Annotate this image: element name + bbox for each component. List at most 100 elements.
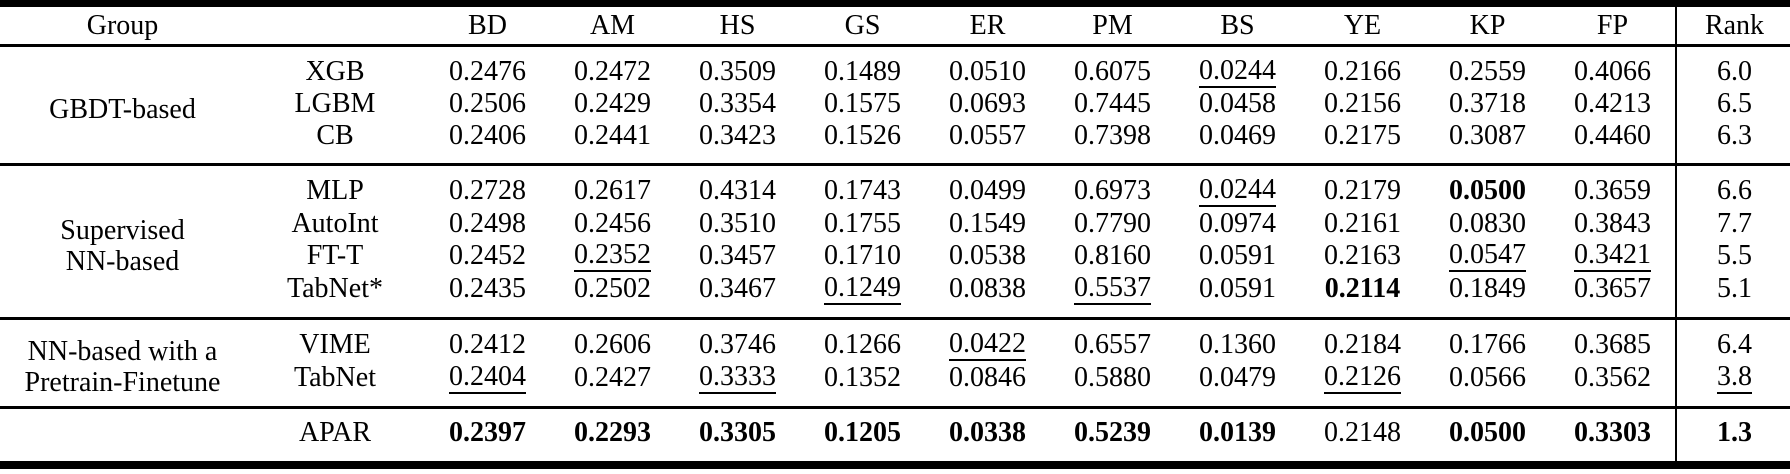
- table-row: TabNet 0.2404 0.2427 0.3333 0.1352 0.0846 0.58…: [0, 361, 1790, 408]
- metric-value: 0.2404: [425, 361, 550, 408]
- metric-value: 0.0591: [1199, 273, 1276, 305]
- metric-value: 0.8160: [1074, 240, 1151, 272]
- underlined-value: 0.3333: [699, 361, 776, 395]
- group-label: Supervised NN-based: [0, 165, 245, 319]
- metric-value: 0.0830: [1449, 207, 1526, 239]
- metric-value: 0.1575: [824, 88, 901, 120]
- underlined-value: 0.0244: [1199, 55, 1276, 88]
- metric-value: 0.0566: [1449, 362, 1526, 394]
- metric-value: 0.2617: [574, 175, 651, 207]
- rank-value: 3.8: [1675, 361, 1790, 408]
- metric-value: 0.3843: [1574, 207, 1651, 239]
- metric-value: 0.2163: [1324, 240, 1401, 272]
- metric-value: 0.0244: [1175, 165, 1300, 208]
- metric-value: 0.0499: [949, 175, 1026, 207]
- metric-value: 0.0838: [949, 273, 1026, 305]
- metric-value: 0.2156: [1324, 88, 1401, 120]
- metric-value: 0.5537: [1050, 272, 1175, 319]
- metric-value: 0.0846: [949, 362, 1026, 394]
- metric-value: 0.6557: [1074, 329, 1151, 361]
- header-metric-pm: PM: [1050, 3, 1175, 47]
- metric-value: 0.0547: [1425, 239, 1550, 273]
- rank-value: 6.3: [1675, 120, 1790, 165]
- rank-value: 5.5: [1675, 239, 1790, 273]
- model-label: TabNet: [293, 362, 376, 394]
- group-label: [0, 408, 245, 465]
- header-metric-hs: HS: [675, 3, 800, 47]
- model-label: TabNet*: [286, 273, 383, 305]
- metric-value: 0.0510: [949, 55, 1026, 87]
- metric-value: 0.2427: [574, 362, 651, 394]
- metric-value: 0.4314: [699, 175, 776, 207]
- table-header: Group BD AM HS GS ER PM BS YE KP FP Rank: [0, 3, 1790, 47]
- metric-value: 0.5239: [1074, 417, 1151, 449]
- metric-value: 0.1249: [800, 272, 925, 319]
- metric-value: 0.3746: [699, 329, 776, 361]
- table-section-1: Supervised NN-based MLP 0.2728 0.2617 0.4314 0…: [0, 164, 1790, 319]
- metric-value: 0.1743: [824, 175, 901, 207]
- metric-value: 0.3467: [699, 273, 776, 305]
- rank-value: 6.5: [1675, 88, 1790, 120]
- rank-value: 6.0: [1675, 45, 1790, 88]
- metric-value: 0.2179: [1324, 175, 1401, 207]
- metric-value: 0.2728: [449, 175, 526, 207]
- metric-value: 0.1489: [824, 55, 901, 87]
- model-label: CB: [316, 120, 354, 151]
- header-metric-bd: BD: [425, 3, 550, 47]
- underlined-value: 0.2352: [574, 239, 651, 273]
- metric-value: 0.0338: [949, 417, 1026, 449]
- metric-value: 0.3562: [1574, 362, 1651, 394]
- metric-value: 0.3087: [1449, 120, 1526, 151]
- rank-value: 5.1: [1675, 272, 1790, 319]
- table-row: Supervised NN-based MLP 0.2728 0.2617 0.4314 0…: [0, 164, 1790, 277]
- metric-value: 0.2506: [449, 88, 526, 120]
- group-label-line: Pretrain-Finetune: [24, 367, 221, 399]
- metric-value: 0.0422: [925, 319, 1050, 362]
- metric-value: 0.3509: [699, 55, 776, 87]
- metric-value: 0.2126: [1300, 361, 1425, 408]
- metric-value: 0.4066: [1574, 55, 1651, 87]
- metric-value: 0.7398: [1074, 120, 1151, 151]
- table-row: GBDT-based XGB 0.2476 0.2472 0.3509 0.1489 0.0…: [0, 45, 1790, 125]
- model-label: VIME: [299, 329, 371, 361]
- rank-value: 1.3: [1675, 407, 1790, 465]
- header-metric-gs: GS: [800, 3, 925, 47]
- table-section-3: APAR 0.2397 0.2293 0.3305 0.1205 0.0338 0.5239…: [0, 407, 1790, 465]
- metric-value: 0.1266: [824, 329, 901, 361]
- metric-value: 0.7445: [1074, 88, 1151, 120]
- underlined-value: 3.8: [1717, 361, 1752, 395]
- underlined-value: 0.0244: [1199, 174, 1276, 208]
- model-label: LGBM: [294, 88, 376, 120]
- table-row: FT-T 0.2452 0.2352 0.3457 0.1710 0.0538 0.8160…: [0, 239, 1790, 273]
- metric-value: 0.0693: [949, 88, 1026, 120]
- underlined-value: 0.1249: [824, 272, 901, 306]
- metric-value: 0.1526: [824, 120, 901, 151]
- underlined-value: 0.3421: [1574, 239, 1651, 273]
- metric-value: 0.1549: [949, 207, 1026, 239]
- table-row: LGBM 0.2506 0.2429 0.3354 0.1575 0.0693 0.7445…: [0, 88, 1790, 120]
- model-label: APAR: [298, 417, 372, 449]
- metric-value: 0.1849: [1449, 273, 1526, 305]
- metric-value: 0.2441: [574, 120, 651, 151]
- metric-value: 0.2175: [1324, 120, 1401, 151]
- metric-value: 0.2412: [449, 329, 526, 361]
- metric-value: 0.2606: [574, 329, 651, 361]
- metric-value: 0.3423: [699, 120, 776, 151]
- metric-value: 0.2435: [449, 273, 526, 305]
- metric-value: 0.3457: [699, 240, 776, 272]
- metric-value: 0.2161: [1324, 207, 1401, 239]
- header-metric-fp: FP: [1550, 3, 1676, 47]
- rank-value: 6.4: [1675, 318, 1790, 362]
- group-label: NN-based with a Pretrain-Finetune: [0, 319, 245, 408]
- metric-value: 0.2184: [1324, 329, 1401, 361]
- metric-value: 0.2429: [574, 88, 651, 120]
- metric-value: 0.0557: [949, 120, 1026, 151]
- metric-value: 0.0538: [949, 240, 1026, 272]
- metric-value: 0.3303: [1574, 417, 1651, 449]
- model-label: FT-T: [306, 240, 364, 272]
- header-metric-kp: KP: [1425, 3, 1550, 47]
- underlined-value: 0.2126: [1324, 361, 1401, 395]
- table-row: TabNet* 0.2435 0.2502 0.3467 0.1249 0.0838 0.5…: [0, 272, 1790, 319]
- metric-value: 0.2476: [449, 55, 526, 87]
- underlined-value: 0.0422: [949, 328, 1026, 362]
